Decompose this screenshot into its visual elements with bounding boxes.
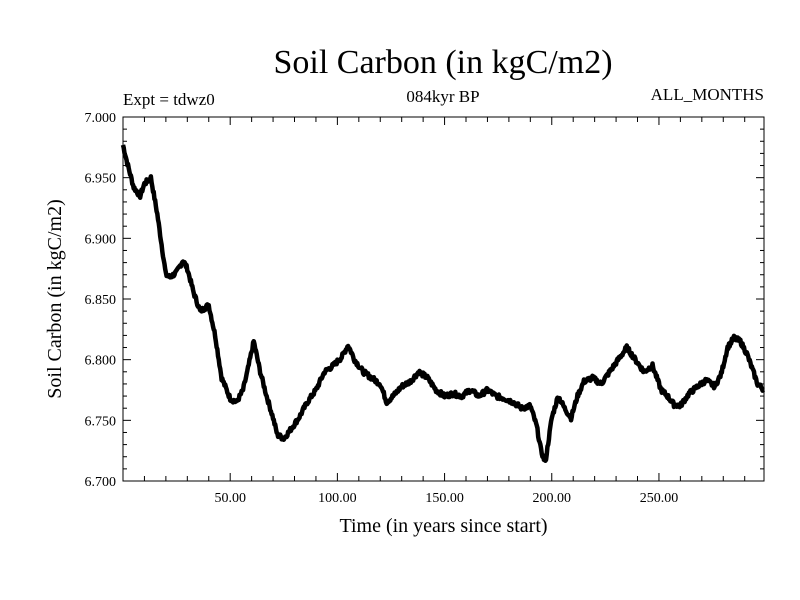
x-tick-label: 200.00 [533, 491, 572, 506]
y-axis-label: Soil Carbon (in kgC/m2) [44, 199, 66, 398]
x-tick-label: 150.00 [425, 491, 464, 506]
y-tick-label: 6.700 [85, 475, 117, 490]
series-layer [120, 144, 766, 464]
series-line [120, 144, 766, 464]
x-axis-label: Time (in years since start) [339, 515, 547, 537]
x-tick-label: 50.00 [214, 491, 246, 506]
chart-title: Soil Carbon (in kgC/m2) [273, 44, 613, 81]
plot-frame [122, 116, 765, 482]
y-tick-label: 6.950 [85, 172, 117, 187]
y-tick-label: 7.000 [85, 111, 117, 126]
axis-labels: 50.00 100.00 150.00 200.00 250.00 6.700 6.750 6… [44, 111, 678, 537]
y-tick-label: 6.750 [85, 414, 117, 429]
chart-subtitle: 084kyr BP [406, 87, 480, 106]
y-tick-label: 6.850 [85, 293, 117, 308]
x-tick-label: 250.00 [640, 491, 679, 506]
x-tick-label: 100.00 [318, 491, 357, 506]
months-label: ALL_MONTHS [650, 85, 764, 104]
y-tick-label: 6.900 [85, 232, 117, 247]
y-tick-label: 6.800 [85, 354, 117, 369]
axis-ticks [123, 117, 764, 481]
experiment-label: Expt = tdwz0 [123, 90, 215, 109]
